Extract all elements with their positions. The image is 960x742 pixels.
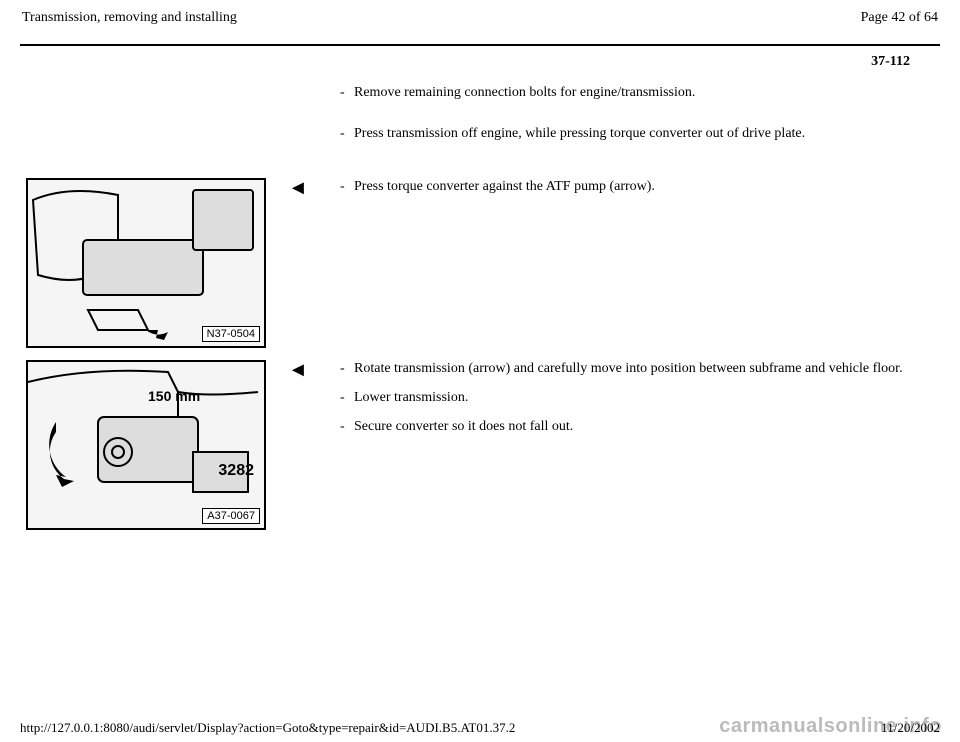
step-list: - Press torque converter against the ATF…	[340, 178, 934, 197]
figure-label: N37-0504	[202, 326, 260, 342]
step-text: Secure converter so it does not fall out…	[354, 418, 934, 437]
figure-a37-0067: 150 mm 3282 A37-0067	[26, 360, 266, 530]
figure-annotation-150mm: 150 mm	[148, 388, 200, 404]
figure-sketch-icon	[28, 180, 264, 346]
step-text: Press torque converter against the ATF p…	[354, 178, 934, 197]
step-item: - Press torque converter against the ATF…	[340, 178, 934, 197]
step-text: Lower transmission.	[354, 389, 934, 408]
page-counter: Page 42 of 64	[861, 10, 938, 26]
step-item: - Remove remaining connection bolts for …	[340, 84, 934, 103]
footer: http://127.0.0.1:8080/audi/servlet/Displ…	[20, 720, 940, 736]
page-container: Transmission, removing and installing Pa…	[0, 0, 960, 742]
content-row: - Remove remaining connection bolts for …	[20, 78, 940, 172]
doc-title: Transmission, removing and installing	[22, 10, 237, 26]
figure-n37-0504: N37-0504	[26, 178, 266, 348]
step-item: - Press transmission off engine, while p…	[340, 125, 934, 144]
step-item: - Lower transmission.	[340, 389, 934, 408]
dash-icon: -	[340, 125, 354, 144]
header-row: Transmission, removing and installing Pa…	[20, 10, 940, 26]
pointer-left-icon: ◄	[288, 177, 308, 199]
content-row: 150 mm 3282 A37-0067 ◄ - Rotate transmis…	[20, 354, 940, 536]
step-list: - Remove remaining connection bolts for …	[340, 84, 934, 144]
figure-annotation-3282: 3282	[218, 462, 254, 480]
pointer-left-icon: ◄	[288, 359, 308, 381]
footer-date: 11/20/2002	[881, 720, 940, 736]
step-text: Remove remaining connection bolts for en…	[354, 84, 934, 103]
step-list: - Rotate transmission (arrow) and carefu…	[340, 360, 934, 437]
dash-icon: -	[340, 418, 354, 437]
step-text: Rotate transmission (arrow) and carefull…	[354, 360, 934, 379]
step-item: - Secure converter so it does not fall o…	[340, 418, 934, 437]
divider	[20, 44, 940, 46]
dash-icon: -	[340, 84, 354, 103]
content-table: - Remove remaining connection bolts for …	[20, 78, 940, 536]
content-row: N37-0504 ◄ - Press torque converter agai…	[20, 172, 940, 354]
footer-url: http://127.0.0.1:8080/audi/servlet/Displ…	[20, 720, 515, 736]
dash-icon: -	[340, 360, 354, 379]
dash-icon: -	[340, 389, 354, 408]
figure-label: A37-0067	[202, 508, 260, 524]
figure-sketch-icon	[28, 362, 264, 528]
step-text: Press transmission off engine, while pre…	[354, 125, 934, 144]
dash-icon: -	[340, 178, 354, 197]
step-item: - Rotate transmission (arrow) and carefu…	[340, 360, 934, 379]
doc-section-id: 37-112	[20, 54, 940, 70]
